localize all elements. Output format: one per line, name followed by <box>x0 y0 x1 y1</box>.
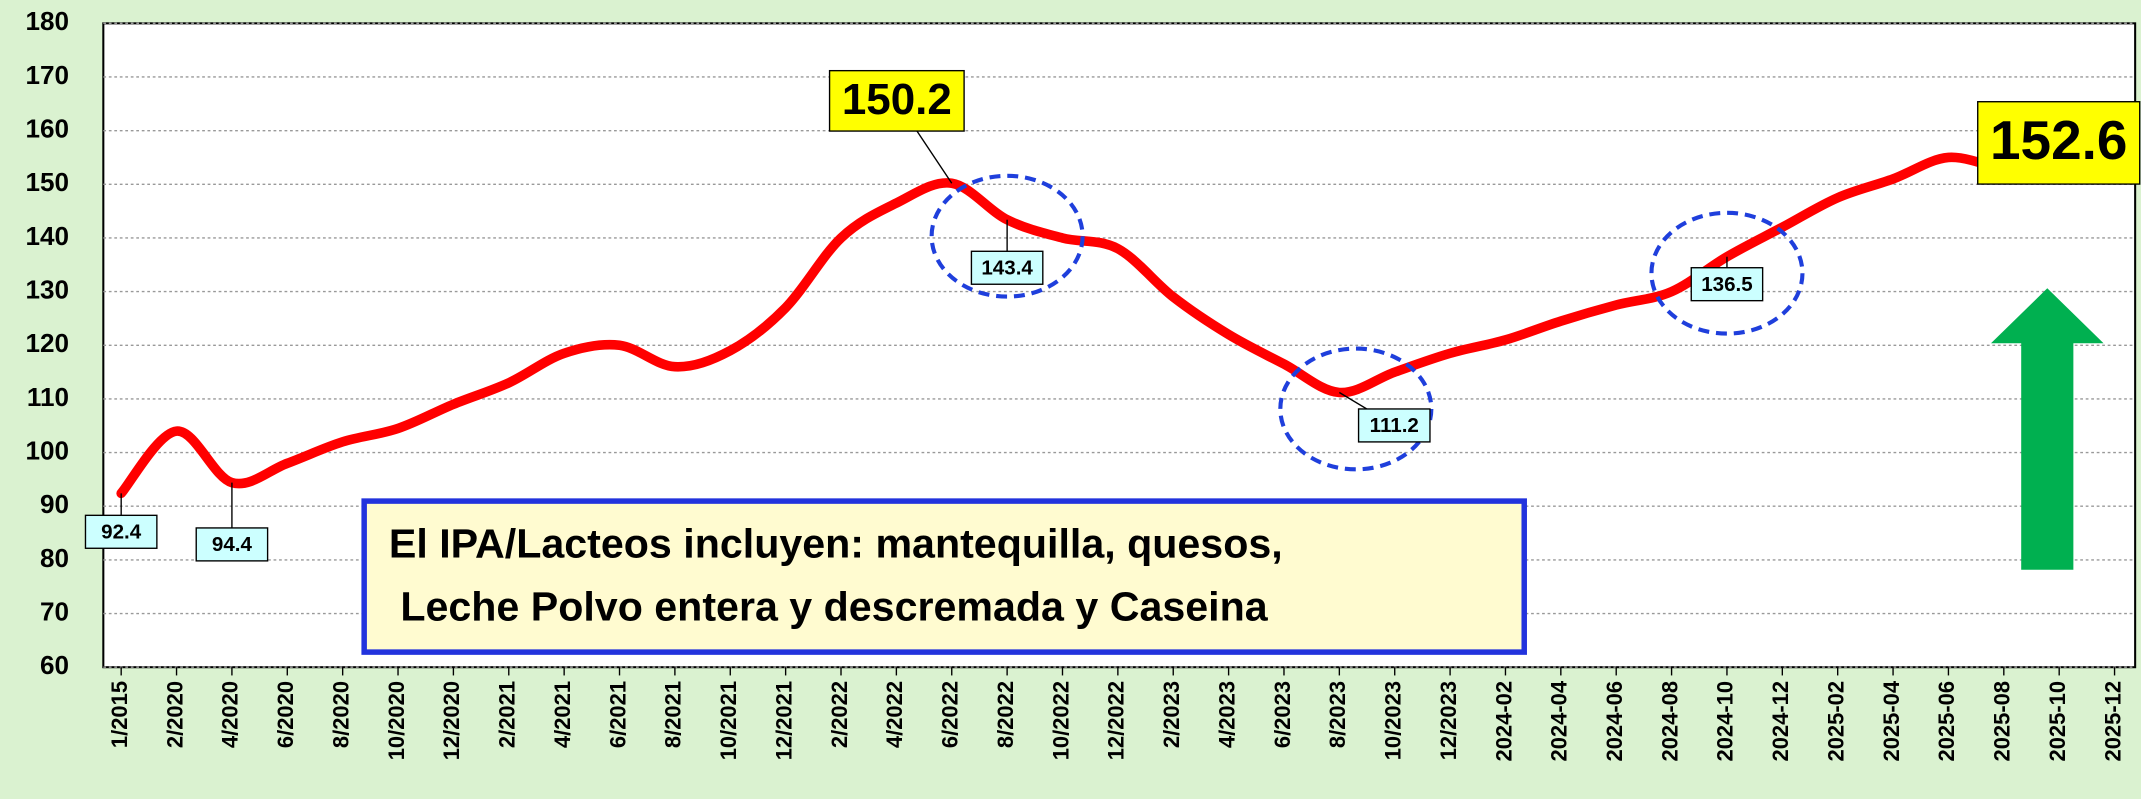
highlight-circle <box>1649 210 1805 336</box>
x-tick-label: 4/2023 <box>1214 681 1239 748</box>
x-tick-label: 10/2021 <box>716 681 741 760</box>
data-label-box <box>970 250 1044 285</box>
data-label: 94.4 <box>212 533 253 556</box>
x-tick-label: 8/2021 <box>661 681 686 748</box>
x-tick-label: 12/2022 <box>1104 681 1129 760</box>
data-label-box <box>195 527 269 562</box>
x-tick-label: 4/2021 <box>550 681 575 748</box>
x-tick-label: 2024-08 <box>1657 681 1682 762</box>
data-label-box <box>828 69 965 132</box>
series-line <box>116 152 2009 499</box>
x-tick-label: 2025-12 <box>2100 681 2125 762</box>
data-label-box <box>1977 101 2141 185</box>
x-tick-label: 2025-06 <box>1934 681 1959 762</box>
x-tick-label: 10/2022 <box>1048 681 1073 760</box>
y-tick-label: 60 <box>40 650 69 680</box>
data-label: 92.4 <box>101 521 142 544</box>
x-tick-label: 8/2023 <box>1325 681 1350 748</box>
y-tick-label: 110 <box>27 382 69 412</box>
x-tick-label: 2/2022 <box>827 681 852 748</box>
x-tick-label: 2024-02 <box>1491 681 1516 762</box>
y-tick-label: 150 <box>25 167 69 197</box>
x-tick-label: 6/2020 <box>273 681 298 748</box>
x-tick-label: 6/2023 <box>1270 681 1295 748</box>
data-label: 150.2 <box>842 75 952 124</box>
y-tick-label: 180 <box>25 6 69 36</box>
y-tick-label: 130 <box>25 275 69 305</box>
x-tick-label: 6/2022 <box>938 681 963 748</box>
x-tick-label: 12/2021 <box>771 681 796 760</box>
annotation-text: Leche Polvo entera y descremada y Casein… <box>389 583 1269 629</box>
y-tick-label: 100 <box>25 435 69 465</box>
data-label: 143.4 <box>981 257 1033 280</box>
x-tick-label: 12/2023 <box>1436 681 1461 760</box>
up-arrow <box>1990 288 2104 570</box>
y-tick-label: 70 <box>40 596 69 626</box>
data-label: 152.6 <box>1990 109 2127 171</box>
highlight-circle <box>929 173 1085 299</box>
x-tick-label: 2024-10 <box>1713 681 1738 762</box>
x-tick-label: 2/2021 <box>495 681 520 748</box>
x-tick-label: 2/2020 <box>162 681 187 748</box>
annotation-box <box>361 498 1527 655</box>
data-label-box <box>1690 267 1764 302</box>
x-tick-label: 2024-06 <box>1602 681 1627 762</box>
x-tick-label: 4/2020 <box>218 681 243 748</box>
y-tick-label: 140 <box>25 221 69 251</box>
x-tick-label: 2025-02 <box>1823 681 1848 762</box>
data-label: 136.5 <box>1701 273 1753 296</box>
y-tick-label: 90 <box>40 489 69 519</box>
x-tick-label: 2025-10 <box>2045 681 2070 762</box>
x-tick-label: 2025-08 <box>1990 681 2015 762</box>
data-label: 111.2 <box>1370 414 1419 437</box>
y-tick-label: 170 <box>25 60 69 90</box>
x-tick-label: 4/2022 <box>882 681 907 748</box>
x-tick-label: 10/2023 <box>1381 681 1406 760</box>
y-tick-label: 160 <box>25 114 69 144</box>
x-tick-label: 10/2020 <box>384 681 409 760</box>
y-tick-label: 80 <box>40 543 69 573</box>
x-tick-label: 1/2015 <box>107 681 132 748</box>
annotation-text: El IPA/Lacteos incluyen: mantequilla, qu… <box>389 520 1283 566</box>
data-label-box <box>84 514 158 549</box>
marks <box>116 152 2009 499</box>
y-tick-label: 120 <box>25 328 69 358</box>
x-tick-label: 2025-04 <box>1879 680 1904 761</box>
x-tick-label: 2024-04 <box>1547 680 1572 761</box>
data-label-box <box>1357 408 1431 443</box>
x-tick-label: 8/2022 <box>993 681 1018 748</box>
x-tick-label: 2024-12 <box>1768 681 1793 762</box>
x-tick-label: 8/2020 <box>328 681 353 748</box>
x-tick-label: 2/2023 <box>1159 681 1184 748</box>
x-tick-label: 12/2020 <box>439 681 464 760</box>
x-tick-label: 6/2021 <box>605 681 630 748</box>
highlight-circle <box>1278 346 1434 472</box>
